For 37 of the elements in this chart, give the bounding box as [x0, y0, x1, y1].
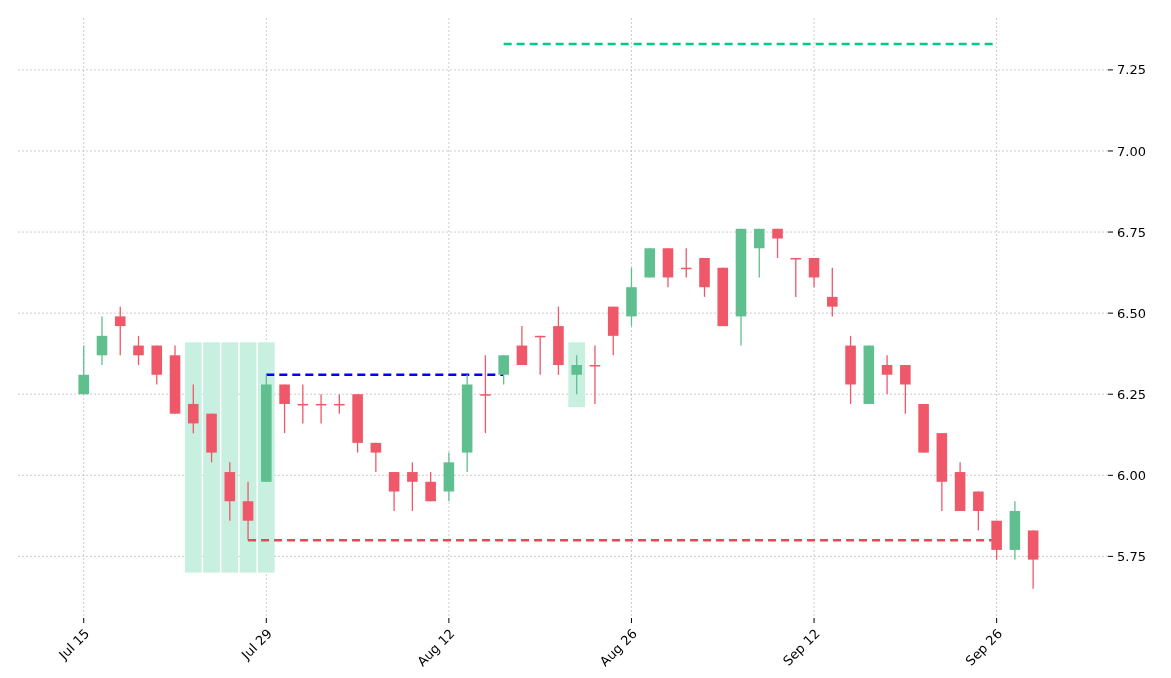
candlestick — [133, 335, 144, 366]
candlestick — [498, 354, 509, 386]
candlestick — [973, 490, 984, 532]
y-tick-label: 5.75 — [1117, 548, 1146, 564]
candlestick — [279, 383, 290, 434]
candlestick — [772, 228, 783, 259]
candlestick — [516, 325, 528, 366]
candlestick — [187, 383, 199, 434]
y-tick-label: 6.50 — [1117, 305, 1146, 321]
candlestick — [900, 364, 911, 415]
candlestick — [808, 257, 820, 288]
x-tick-label: Aug 26 — [596, 625, 641, 670]
candlestick — [589, 344, 601, 405]
candlestick — [790, 257, 802, 298]
candlestick — [78, 344, 90, 395]
y-tick-label: 6.75 — [1117, 224, 1146, 240]
x-tick-label: Jul 15 — [55, 625, 93, 663]
candlestick — [827, 267, 838, 318]
y-tick-label: 6.25 — [1117, 386, 1146, 402]
x-tick-label: Jul 29 — [237, 625, 275, 663]
x-tick-label: Sep 26 — [962, 625, 1006, 669]
y-tick-label: 7.00 — [1117, 143, 1146, 159]
x-tick-label: Sep 12 — [780, 625, 823, 669]
candlestick — [571, 354, 582, 395]
candlestick — [242, 481, 254, 541]
candlestick — [407, 461, 418, 512]
candlestick — [753, 228, 765, 279]
candlestick — [425, 471, 436, 502]
candlestick — [114, 306, 126, 356]
x-tick-label: Aug 12 — [414, 625, 458, 670]
candlestick — [881, 354, 893, 395]
y-tick-label: 6.00 — [1117, 467, 1146, 483]
candlestick — [96, 315, 108, 366]
y-tick-label: 7.25 — [1117, 62, 1146, 78]
candlestick — [370, 442, 382, 473]
candlestick — [480, 354, 491, 434]
candlestick — [388, 471, 400, 512]
